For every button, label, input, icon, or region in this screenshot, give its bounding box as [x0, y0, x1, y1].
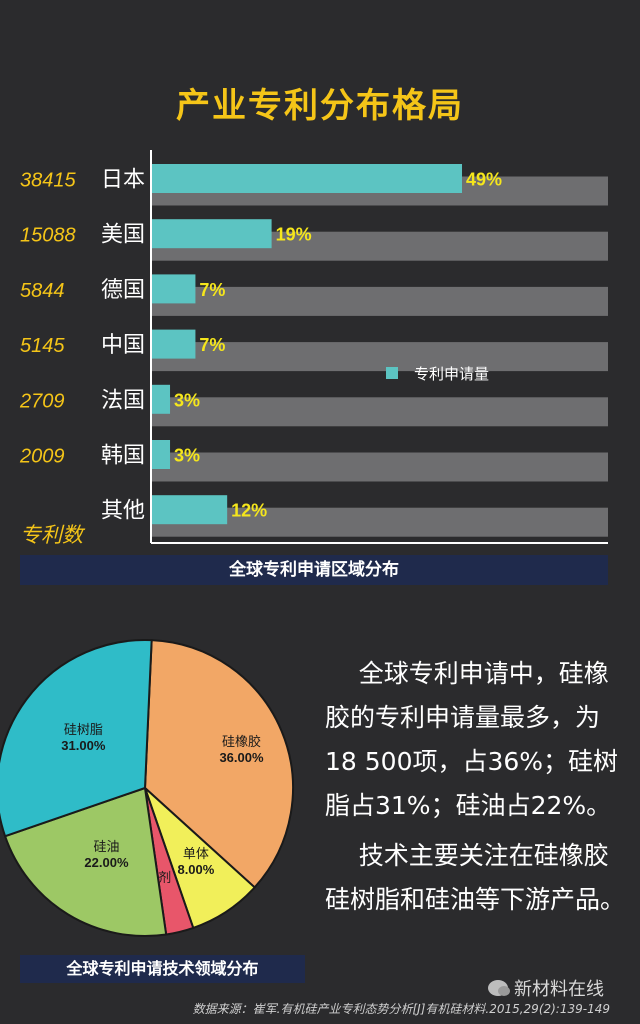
bar — [151, 495, 228, 525]
slice-value-label: 22.00% — [84, 855, 129, 870]
bar — [151, 219, 272, 249]
slice-label: 硅树脂 — [64, 723, 103, 738]
bar-track — [151, 342, 608, 372]
slice-value-label: 8.00% — [177, 862, 214, 877]
count-label: 2009 — [19, 446, 65, 468]
pie-slice — [0, 639, 153, 838]
category-label: 其他 — [101, 499, 145, 524]
pie-slice — [3, 786, 168, 937]
bar-chart-caption: 全球专利申请区域分布 — [20, 555, 608, 585]
count-label: 2709 — [19, 390, 65, 412]
legend-swatch — [386, 367, 398, 379]
bar — [151, 384, 171, 414]
slice-label: 硅橡胶 — [222, 734, 261, 750]
count-label: 5844 — [20, 280, 65, 302]
bar — [151, 164, 463, 193]
count-label: 15088 — [20, 225, 76, 247]
count-axis-label: 专利数 — [20, 523, 86, 547]
slice-value-label: 36.00% — [219, 750, 264, 765]
slice-label: 硅油 — [93, 840, 119, 855]
slice-value-label: 31.00% — [61, 738, 106, 753]
page-title: 产业专利分布格局 — [176, 86, 464, 126]
bar — [151, 274, 196, 304]
bar — [151, 329, 196, 359]
bar-value-label: 7% — [199, 335, 225, 355]
brand-name: 新材料在线 — [514, 979, 604, 1000]
summary-paragraph-2: 技术主要关注在硅橡胶硅树脂和硅油等下游产品。 — [325, 841, 626, 914]
summary-paragraph-1: 全球专利申请中，硅橡胶的专利申请量最多，为18 500项，占36%；硅树脂占31… — [325, 659, 619, 820]
bar-value-label: 7% — [199, 280, 225, 300]
category-label: 中国 — [101, 333, 145, 358]
legend-label: 专利申请量 — [414, 365, 489, 383]
data-source: 数据来源：崔军.有机硅产业专利态势分析[J]有机硅材料.2015,29(2):1… — [192, 1002, 610, 1016]
count-label: 38415 — [20, 170, 76, 192]
slice-label: 单体 — [183, 847, 209, 862]
pie-chart-caption: 全球专利申请技术领域分布 — [20, 955, 305, 983]
pie-slice — [143, 639, 294, 889]
bar-value-label: 49% — [466, 170, 502, 190]
pie-chart: 硅橡胶36.00%单体8.00%硅烷偶联剂3.00%硅油22.00%硅树脂31.… — [0, 639, 294, 937]
bar-value-label: 19% — [276, 225, 312, 245]
bar-value-label: 3% — [174, 390, 200, 410]
bar-value-label: 12% — [231, 501, 267, 521]
brand-watermark: 新材料在线 — [488, 975, 604, 1001]
summary-text: 全球专利申请中，硅橡胶的专利申请量最多，为18 500项，占36%；硅树脂占31… — [325, 652, 625, 922]
wechat-icon — [488, 980, 510, 996]
count-label: 5145 — [20, 335, 65, 357]
category-label: 美国 — [101, 223, 145, 248]
bar-chart: 49% 日本 38415 19% 美国 15088 7% 德国 5844 7% 中国 5145 3% 法国… — [19, 150, 608, 547]
category-label: 德国 — [101, 278, 145, 303]
bar-track — [151, 507, 608, 537]
bar-track — [151, 286, 608, 316]
category-label: 法国 — [101, 388, 145, 413]
category-label: 日本 — [101, 168, 145, 193]
category-label: 韩国 — [101, 444, 145, 469]
bar — [151, 440, 171, 469]
bar-track — [151, 397, 608, 427]
bar-value-label: 3% — [174, 446, 200, 466]
bar-track — [151, 452, 608, 482]
